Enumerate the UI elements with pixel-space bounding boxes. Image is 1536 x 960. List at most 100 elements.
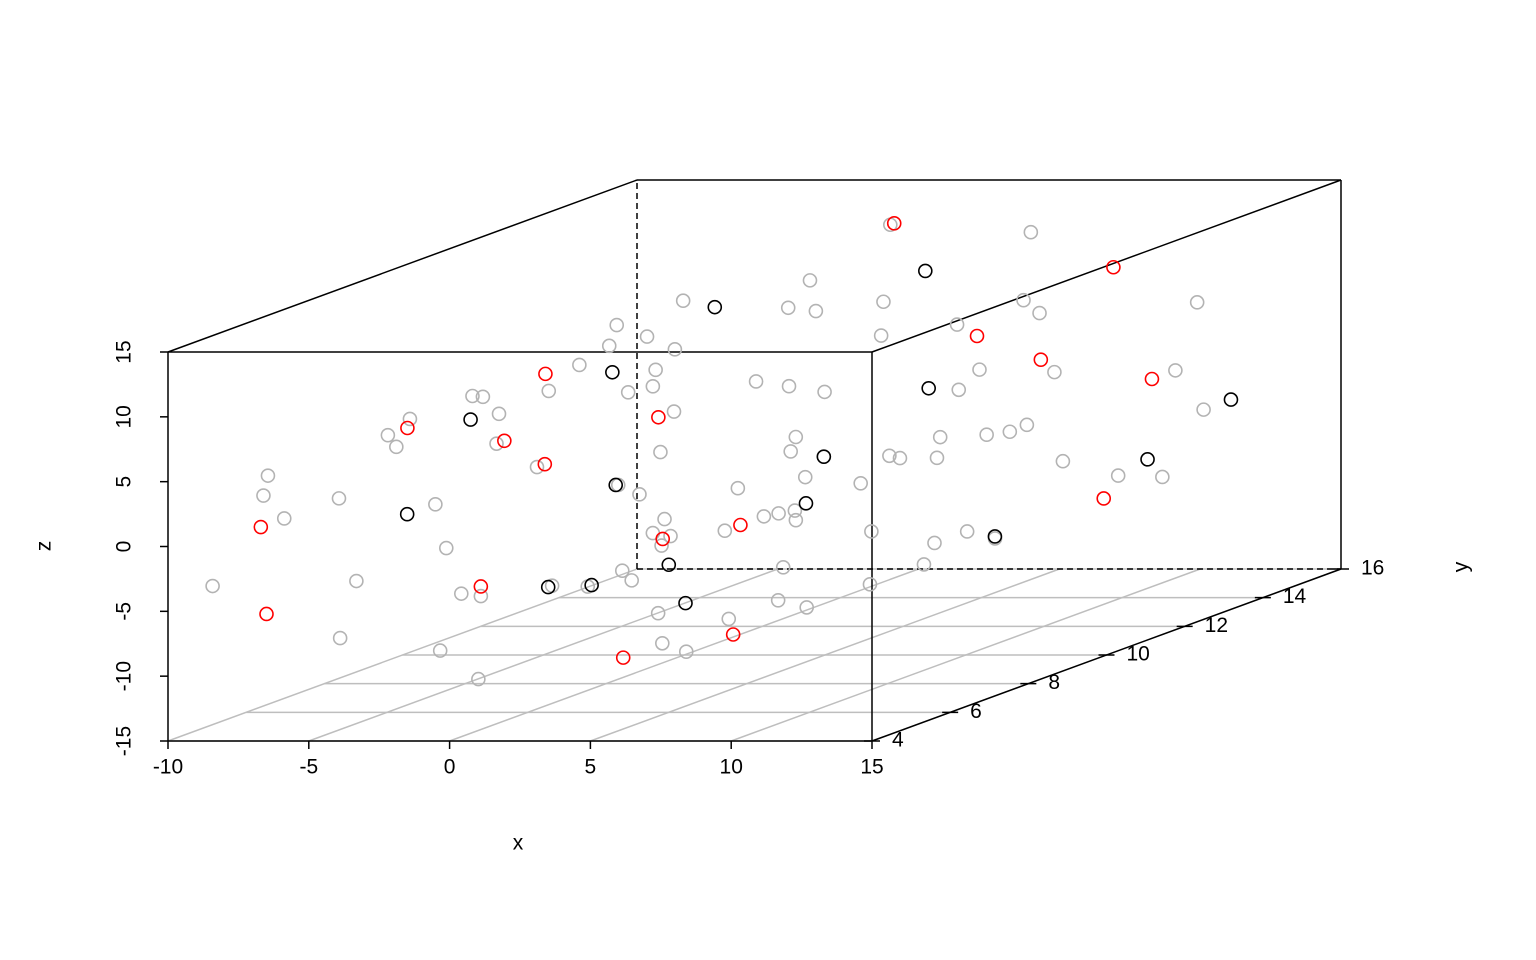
point bbox=[454, 586, 469, 601]
point bbox=[783, 444, 798, 459]
x-tick-label: -10 bbox=[153, 756, 183, 779]
point bbox=[886, 216, 902, 231]
point bbox=[463, 412, 478, 427]
point bbox=[788, 429, 804, 445]
point bbox=[402, 411, 418, 427]
point bbox=[1047, 364, 1062, 380]
point bbox=[432, 643, 448, 658]
z-tick-label: 5 bbox=[113, 476, 136, 488]
point bbox=[650, 605, 666, 621]
x-tick-label: -5 bbox=[299, 756, 318, 779]
point bbox=[632, 487, 647, 502]
point bbox=[572, 357, 587, 373]
point bbox=[853, 475, 868, 491]
point bbox=[787, 503, 803, 518]
point bbox=[873, 328, 889, 343]
point bbox=[1016, 292, 1031, 308]
point bbox=[1033, 352, 1049, 367]
point bbox=[816, 449, 832, 464]
y-tick-label: 10 bbox=[1127, 643, 1150, 666]
point bbox=[1144, 371, 1160, 387]
point bbox=[1168, 363, 1183, 378]
point bbox=[497, 433, 512, 449]
point bbox=[1110, 468, 1126, 483]
point bbox=[1032, 305, 1047, 321]
point bbox=[1002, 424, 1018, 440]
point bbox=[959, 524, 975, 539]
x-axis-label: x bbox=[513, 832, 524, 855]
z-tick-label: 15 bbox=[113, 340, 136, 363]
x-tick-label: 5 bbox=[585, 756, 597, 779]
point bbox=[601, 338, 617, 354]
point bbox=[584, 577, 599, 593]
point bbox=[645, 525, 661, 541]
point bbox=[733, 517, 748, 533]
point bbox=[475, 389, 491, 405]
point bbox=[540, 579, 556, 595]
grid-line bbox=[730, 568, 1201, 742]
point bbox=[605, 364, 620, 380]
point bbox=[538, 366, 553, 382]
point bbox=[802, 273, 818, 288]
point bbox=[624, 573, 639, 588]
point bbox=[655, 531, 671, 547]
point bbox=[276, 511, 292, 526]
point bbox=[730, 480, 746, 496]
point bbox=[725, 627, 741, 642]
point bbox=[609, 317, 625, 333]
point bbox=[678, 595, 693, 611]
point bbox=[781, 378, 797, 394]
point bbox=[639, 329, 655, 344]
z-tick-label: -5 bbox=[113, 602, 136, 621]
point bbox=[916, 557, 932, 572]
box-edge bbox=[167, 179, 638, 353]
grid-line bbox=[449, 568, 919, 742]
point bbox=[666, 404, 682, 419]
z-tick-label: -15 bbox=[113, 726, 136, 756]
point bbox=[756, 509, 772, 524]
x-tick-label: 15 bbox=[860, 756, 883, 779]
point bbox=[921, 380, 936, 396]
x-tick-label: 0 bbox=[444, 756, 456, 779]
point bbox=[770, 592, 786, 608]
grid-line bbox=[167, 568, 638, 742]
y-tick-label: 8 bbox=[1048, 671, 1060, 694]
y-tick-label: 12 bbox=[1205, 614, 1228, 637]
point bbox=[657, 511, 672, 527]
point bbox=[473, 588, 489, 604]
point bbox=[707, 299, 723, 315]
point bbox=[1023, 224, 1039, 240]
x-tick-label: 10 bbox=[720, 756, 743, 779]
point bbox=[1223, 392, 1239, 407]
point bbox=[892, 450, 908, 466]
point bbox=[972, 362, 987, 377]
point bbox=[489, 436, 504, 451]
point bbox=[717, 523, 733, 539]
point bbox=[205, 578, 220, 594]
point bbox=[654, 538, 669, 553]
point bbox=[882, 448, 897, 464]
point bbox=[864, 524, 879, 539]
point bbox=[349, 573, 364, 589]
point bbox=[428, 497, 443, 512]
point bbox=[491, 406, 507, 422]
point bbox=[775, 559, 791, 575]
point bbox=[1106, 259, 1121, 275]
point bbox=[1055, 453, 1071, 469]
y-axis-label: y bbox=[1450, 561, 1473, 572]
point bbox=[678, 644, 694, 659]
point bbox=[1155, 469, 1170, 485]
point bbox=[927, 535, 942, 551]
z-tick-label: 0 bbox=[113, 541, 136, 553]
point bbox=[979, 427, 994, 442]
grid-line bbox=[590, 568, 1060, 742]
point bbox=[655, 635, 670, 651]
point bbox=[817, 384, 832, 400]
point bbox=[797, 469, 813, 485]
point bbox=[969, 328, 985, 344]
point bbox=[949, 317, 965, 332]
point bbox=[653, 444, 668, 460]
z-tick-label: -10 bbox=[113, 661, 136, 691]
y-tick-label: 6 bbox=[970, 700, 982, 723]
